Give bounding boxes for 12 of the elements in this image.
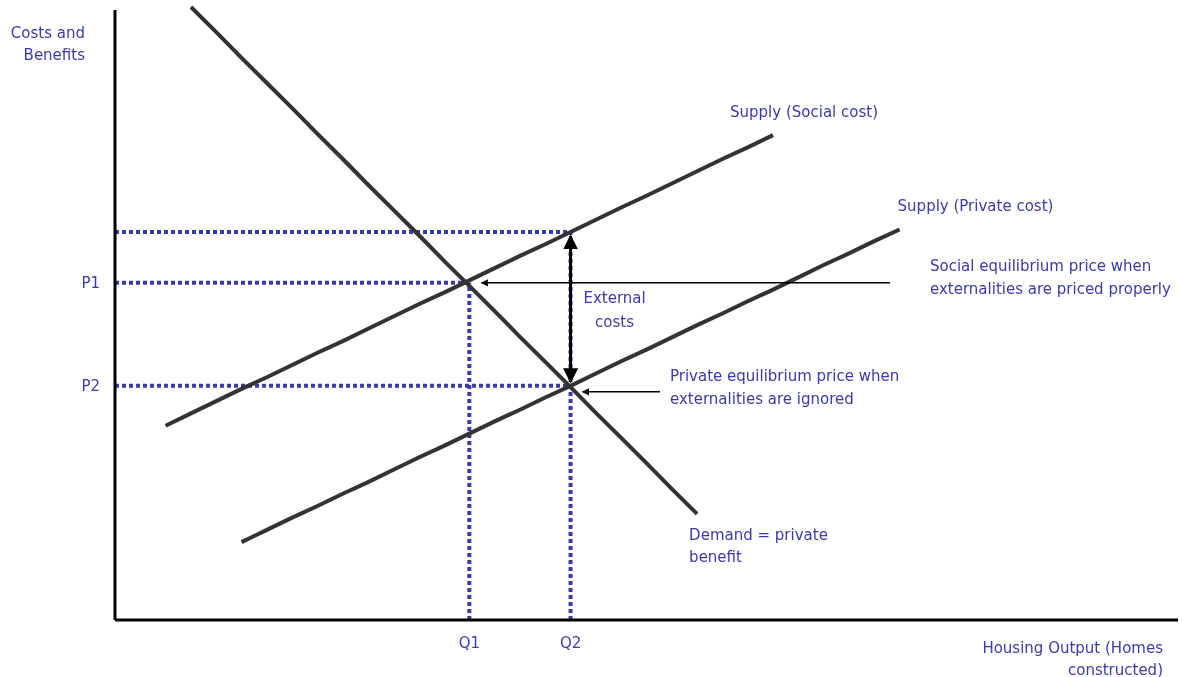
- ref-line-label: P2: [81, 377, 100, 396]
- y-axis-title: Costs and Benefits: [10, 24, 86, 64]
- ref-line-label: P1: [81, 274, 100, 293]
- annotation: Social equilibrium price when externalities are priced properly: [930, 256, 1172, 298]
- text: Supply (Social cost): [730, 103, 878, 122]
- annotation: External costs: [583, 288, 646, 331]
- x-axis-title: Housing Output (Homes constructed): [982, 639, 1164, 677]
- series-label: Demand = private benefit: [689, 525, 828, 566]
- x-tick-label: Q2: [559, 634, 582, 652]
- annotation: Private equilibrium price when externalities are ignored: [670, 366, 900, 408]
- x-tick-label: Q1: [458, 634, 481, 652]
- series-label: Supply (Private cost): [897, 196, 1054, 215]
